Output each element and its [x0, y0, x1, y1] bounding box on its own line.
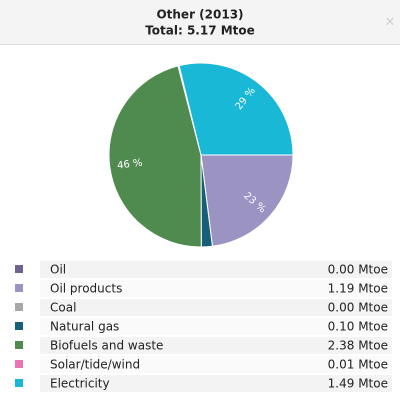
legend-label: Biofuels and waste: [50, 339, 163, 353]
chart-subtitle: Total: 5.17 Mtoe: [145, 24, 255, 38]
header-bar: [0, 0, 400, 44]
legend-label: Electricity: [50, 377, 110, 391]
legend-row-bg: [40, 375, 392, 392]
legend-row-bg: [40, 337, 392, 354]
pie-slice: [108, 65, 202, 248]
legend-value: 1.49 Mtoe: [328, 377, 388, 391]
pie-slice: [200, 154, 294, 247]
chart-title: Other (2013): [156, 8, 243, 22]
legend-label: Oil: [50, 263, 66, 277]
legend-value: 1.19 Mtoe: [328, 282, 388, 296]
legend-row-bg: [40, 356, 392, 373]
legend-label: Oil products: [50, 282, 122, 296]
slice-label: 46 %: [117, 158, 144, 172]
legend-row-bg: [40, 261, 392, 278]
legend-value: 0.10 Mtoe: [328, 320, 388, 334]
legend-swatch: [15, 379, 23, 387]
legend-swatch: [15, 265, 23, 273]
legend-swatch: [15, 341, 23, 349]
legend-label: Natural gas: [50, 320, 119, 334]
legend-row-bg: [40, 280, 392, 297]
legend-label: Coal: [50, 301, 76, 315]
legend-label: Solar/tide/wind: [50, 358, 140, 372]
legend-swatch: [15, 322, 23, 330]
legend-value: 0.00 Mtoe: [328, 301, 388, 315]
legend-row-bg: [40, 318, 392, 335]
legend-value: 2.38 Mtoe: [328, 339, 388, 353]
close-button[interactable]: ×: [385, 15, 396, 30]
legend-value: 0.01 Mtoe: [328, 358, 388, 372]
legend-swatch: [15, 303, 23, 311]
legend-row-bg: [40, 299, 392, 316]
legend-swatch: [15, 360, 23, 368]
pie-slice: [178, 62, 294, 156]
legend-swatch: [15, 284, 23, 292]
legend-value: 0.00 Mtoe: [328, 263, 388, 277]
